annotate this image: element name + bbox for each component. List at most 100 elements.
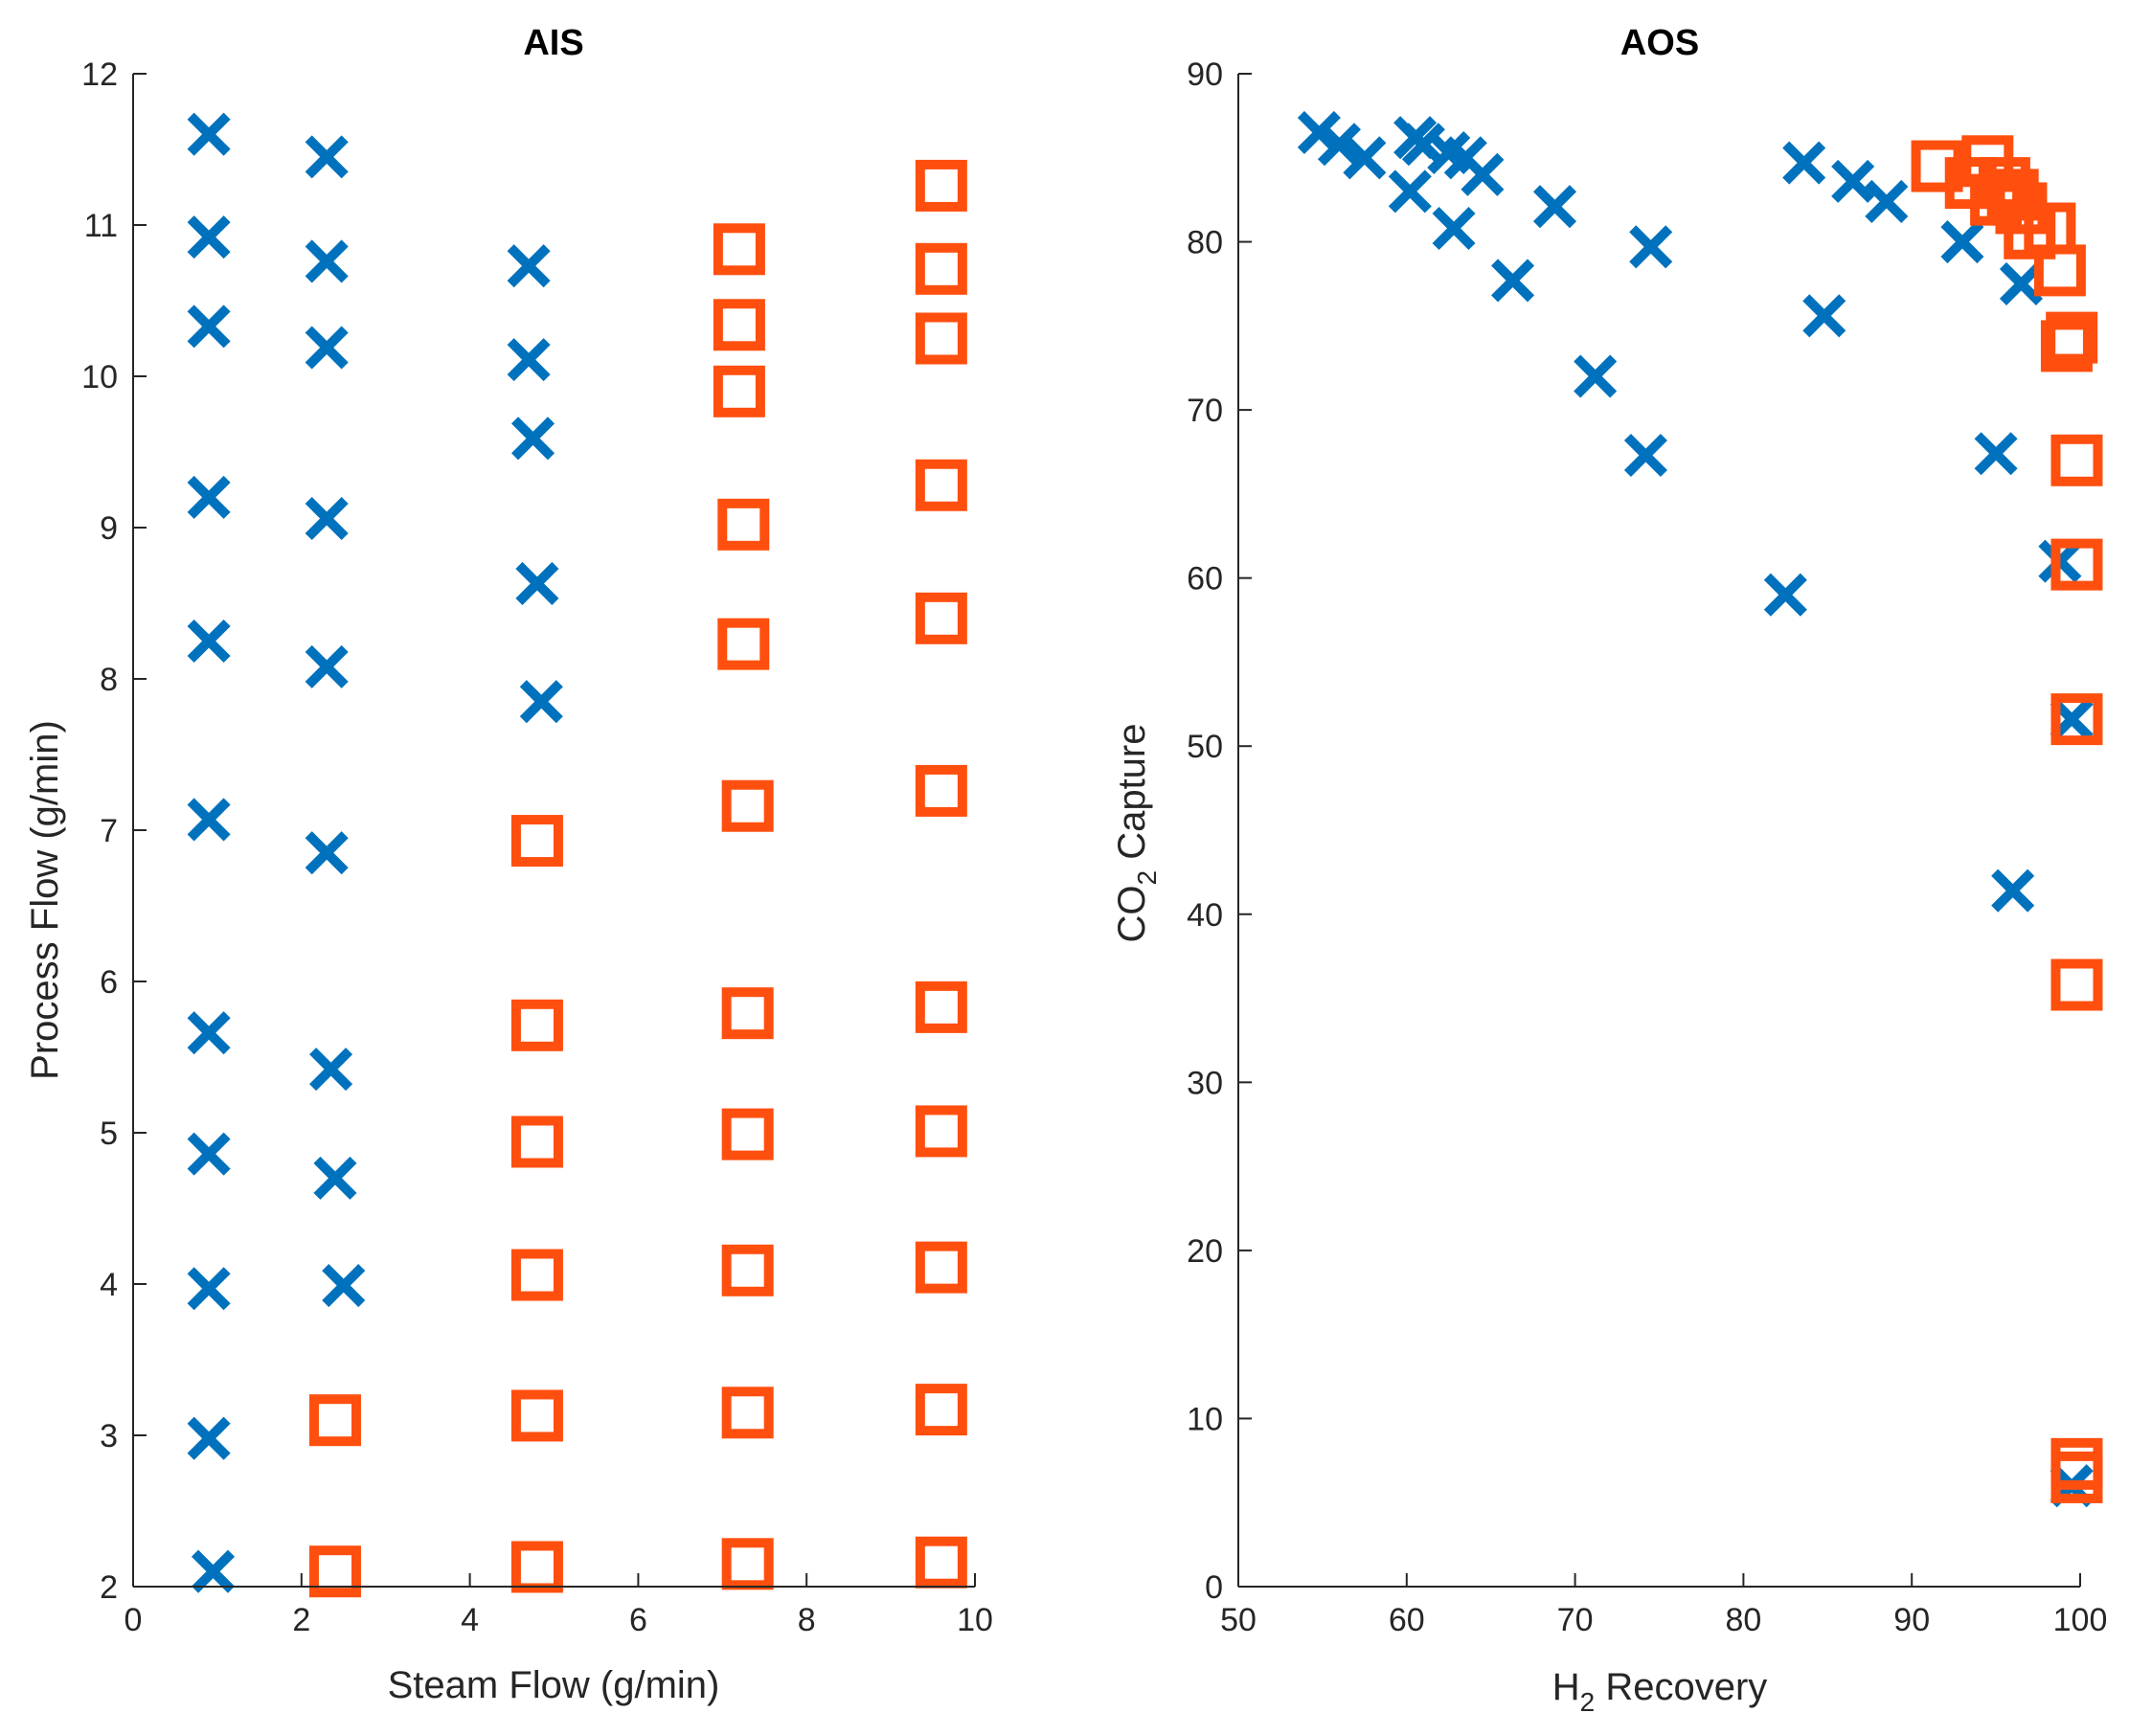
aos-x-tick-label: 80 (1725, 1602, 1761, 1638)
ais-x-marker (309, 1048, 353, 1092)
aos-x-marker (1940, 220, 1984, 264)
ais-y-tick-label: 2 (100, 1569, 118, 1606)
ais-x-tick-label: 4 (461, 1602, 479, 1638)
ais-y-tick-label: 3 (100, 1418, 118, 1454)
ais-square-marker (308, 1394, 361, 1447)
ais-square-marker (510, 999, 563, 1051)
ais-x-marker (187, 475, 231, 519)
aos-plot-area (1297, 110, 2103, 1508)
ais-x-marker (187, 304, 231, 349)
aos-x-marker (1831, 159, 1875, 203)
ais-square-marker (915, 242, 967, 295)
ais-square-marker (510, 1541, 563, 1593)
ais-x-marker (191, 1549, 236, 1593)
aos-panel: AOS 50 60 70 80 90 100 0 10 20 30 40 50 60 70 80 90 H2 … (1111, 23, 2107, 1717)
aos-x-marker (1297, 110, 1341, 154)
aos-x-marker (1999, 261, 2044, 305)
ais-square-marker (713, 223, 765, 276)
ais-square-marker (915, 459, 967, 511)
aos-title: AOS (1620, 23, 1699, 63)
aos-x-marker (1974, 432, 2018, 476)
aos-x-marker (1991, 868, 2035, 913)
ais-square-marker (510, 1389, 563, 1442)
ais-x-marker (187, 1416, 231, 1460)
ais-x-marker (305, 644, 349, 688)
ais-plot-area (187, 112, 967, 1598)
ais-x-tick-label: 6 (629, 1602, 647, 1638)
aos-x-axis-label-subscript: 2 (1580, 1687, 1596, 1717)
ais-square-marker (721, 1244, 774, 1296)
ais-x-marker (305, 135, 349, 179)
ais-x-tick-label: 0 (125, 1602, 143, 1638)
aos-square-marker (2050, 538, 2103, 591)
ais-x-marker (510, 417, 555, 461)
ais-square-marker (915, 1241, 967, 1294)
aos-x-marker (1317, 123, 1362, 167)
aos-x-tick-label: 90 (1893, 1602, 1930, 1638)
aos-x-tick-label: 100 (2053, 1602, 2108, 1638)
ais-square-marker (915, 1536, 967, 1589)
aos-square-marker (2050, 434, 2103, 486)
aos-x-marker (1343, 136, 1387, 180)
aos-y-axis-label-main: CO (1111, 886, 1153, 943)
ais-x-tick-label: 8 (798, 1602, 816, 1638)
ais-y-tick-label: 9 (100, 510, 118, 547)
aos-x-axis-label-rest: Recovery (1595, 1666, 1767, 1708)
aos-x-marker (1763, 573, 1807, 617)
ais-x-marker (322, 1264, 366, 1308)
ais-square-marker (713, 299, 765, 351)
aos-x-tick-label: 60 (1389, 1602, 1425, 1638)
ais-square-marker (713, 365, 765, 417)
ais-x-tick-label: 2 (292, 1602, 310, 1638)
aos-x-marker (1401, 123, 1445, 167)
ais-y-tick-label: 7 (100, 813, 118, 849)
aos-axes: 50 60 70 80 90 100 0 10 20 30 40 50 60 70 80 90 (1187, 56, 2107, 1638)
ais-square-marker (915, 159, 967, 212)
ais-square-marker (717, 498, 770, 551)
aos-x-axis-label-main: H (1552, 1666, 1580, 1708)
aos-y-tick-label: 90 (1187, 56, 1223, 93)
ais-x-marker (305, 326, 349, 370)
aos-x-marker (1865, 179, 1909, 223)
ais-square-marker (721, 1108, 774, 1161)
aos-x-marker (1388, 169, 1432, 214)
ais-x-marker (515, 561, 559, 605)
aos-y-tick-label: 20 (1187, 1233, 1223, 1270)
aos-x-marker (1491, 259, 1535, 303)
ais-y-tick-label: 4 (100, 1267, 118, 1303)
ais-square-marker (721, 1387, 774, 1439)
aos-x-marker (1782, 141, 1826, 185)
aos-square-marker (2046, 311, 2098, 364)
aos-y-tick-label: 0 (1205, 1569, 1223, 1606)
aos-y-axis-label-rest: Capture (1111, 724, 1153, 870)
ais-x-marker (187, 798, 231, 842)
aos-y-tick-label: 50 (1187, 729, 1223, 765)
aos-square-marker (2050, 693, 2103, 746)
aos-y-axis-label-subscript: 2 (1132, 870, 1162, 886)
aos-y-tick-label: 70 (1187, 393, 1223, 429)
ais-y-tick-label: 5 (100, 1116, 118, 1152)
ais-x-marker (507, 338, 551, 382)
aos-y-axis-label: CO2 Capture (1111, 724, 1162, 943)
ais-x-marker (313, 1156, 357, 1200)
ais-square-marker (915, 592, 967, 644)
ais-square-marker (308, 1545, 361, 1598)
aos-x-tick-label: 70 (1557, 1602, 1594, 1638)
ais-square-marker (721, 779, 774, 832)
ais-x-marker (187, 215, 231, 259)
aos-y-tick-label: 30 (1187, 1065, 1223, 1101)
aos-square-marker (2050, 1451, 2103, 1503)
ais-title: AIS (523, 23, 583, 63)
ais-square-marker (510, 1116, 563, 1168)
aos-y-tick-label: 40 (1187, 897, 1223, 934)
ais-x-marker (187, 1132, 231, 1176)
ais-square-marker (510, 815, 563, 868)
ais-x-axis-label: Steam Flow (g/min) (388, 1664, 720, 1706)
aos-y-tick-label: 80 (1187, 225, 1223, 261)
ais-x-marker (187, 1011, 231, 1055)
aos-x-marker (1629, 225, 1673, 269)
